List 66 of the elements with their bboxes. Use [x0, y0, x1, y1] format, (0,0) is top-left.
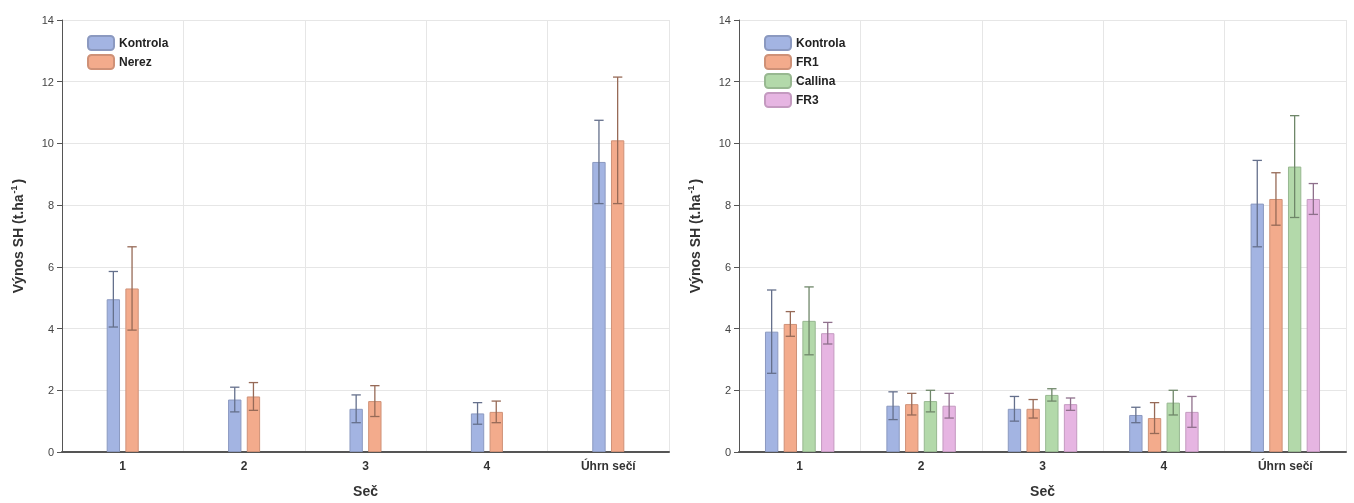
y-tick-label: 10 — [718, 137, 731, 150]
y-tick-label: 6 — [724, 260, 731, 273]
legend-label: Kontrola — [119, 36, 169, 50]
y-tick-label: 12 — [41, 75, 54, 88]
legend-label: FR1 — [796, 55, 819, 69]
x-tick-label: 3 — [1039, 459, 1047, 473]
bar — [1306, 198, 1321, 452]
bar — [1166, 402, 1180, 452]
bar — [802, 320, 816, 452]
bar — [610, 140, 625, 452]
legend-label: Nerez — [119, 55, 152, 69]
y-axis-title: Výnos SH (t.ha-1) — [685, 178, 703, 294]
bar — [905, 404, 919, 452]
x-axis-title: Seč — [353, 483, 379, 499]
x-tick-label: 4 — [483, 459, 491, 473]
y-tick-label: 2 — [724, 384, 731, 397]
y-tick-label: 12 — [718, 75, 731, 88]
y-tick-label: 0 — [724, 446, 731, 458]
x-tick-label: 4 — [1160, 459, 1168, 473]
y-tick-label: 14 — [41, 14, 54, 26]
bar — [470, 413, 485, 452]
bar — [1045, 394, 1059, 452]
y-tick-label: 4 — [47, 322, 54, 335]
x-tick-label: Úhrn sečí — [1257, 458, 1314, 473]
bar — [942, 405, 956, 452]
y-tick-label: 4 — [724, 322, 731, 335]
bar — [1129, 414, 1143, 452]
bar — [125, 288, 139, 452]
bar — [1063, 404, 1078, 452]
x-tick-label: Úhrn sečí — [580, 458, 637, 473]
x-axis-title: Seč — [1030, 483, 1056, 499]
legend-label: FR3 — [796, 93, 819, 107]
bar — [1185, 411, 1199, 452]
bar — [1269, 198, 1283, 452]
bar — [1287, 166, 1302, 452]
y-axis-title: Výnos SH (t.ha-1) — [8, 178, 26, 294]
y-tick-label: 2 — [47, 384, 54, 397]
y-tick-label: 14 — [718, 14, 731, 26]
bar — [1250, 203, 1264, 452]
x-tick-label: 1 — [796, 459, 804, 473]
y-tick-label: 8 — [724, 199, 731, 212]
bar — [489, 411, 503, 452]
bar — [349, 408, 363, 452]
bar — [923, 401, 938, 452]
bar — [783, 323, 798, 452]
x-tick-label: 3 — [362, 459, 370, 473]
x-tick-label: 2 — [917, 459, 925, 473]
bar — [228, 399, 242, 452]
y-tick-label: 6 — [47, 260, 54, 273]
bar — [1007, 408, 1022, 452]
y-tick-label: 8 — [47, 199, 54, 212]
bar — [592, 161, 606, 452]
legend-label: Kontrola — [796, 36, 846, 50]
x-tick-label: 2 — [240, 459, 248, 473]
legend-label: Callina — [796, 74, 836, 88]
bar — [106, 299, 121, 452]
y-tick-label: 0 — [47, 446, 54, 458]
bar — [764, 331, 779, 452]
bar — [246, 396, 261, 452]
bar — [1147, 418, 1162, 452]
x-tick-label: 1 — [119, 459, 127, 473]
y-tick-label: 10 — [41, 137, 54, 150]
bar — [1026, 408, 1040, 452]
bar — [886, 405, 900, 452]
bar — [368, 401, 382, 452]
bar — [821, 333, 835, 452]
